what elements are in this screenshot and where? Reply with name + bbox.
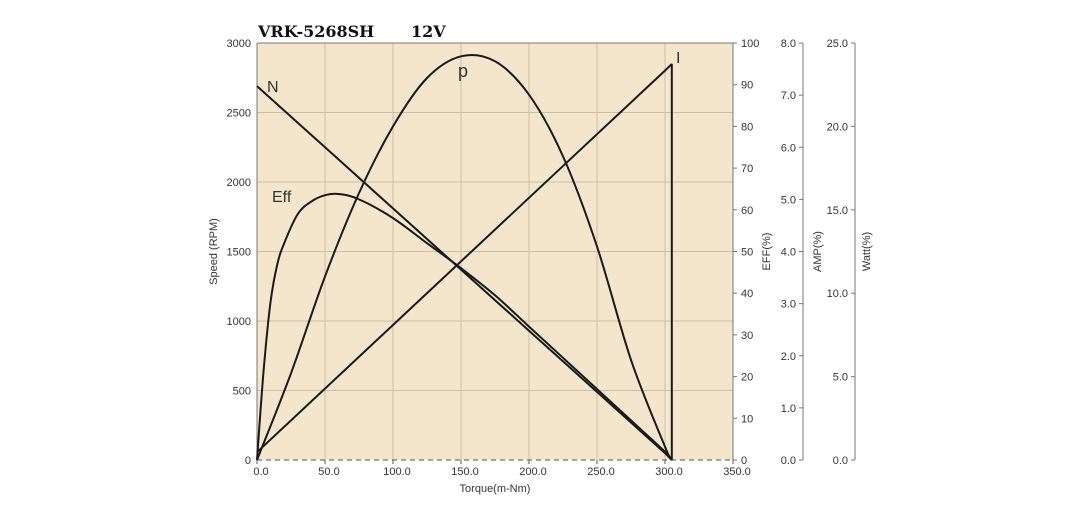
speed-tick-label: 2000 — [227, 177, 251, 189]
watt-tick-label: 10.0 — [827, 288, 848, 300]
amp-tick-label: 6.0 — [781, 142, 796, 154]
speed-tick-label: 2500 — [227, 108, 251, 120]
amp-axis-label: AMP(%) — [812, 231, 824, 272]
watt-tick-label: 20.0 — [827, 121, 848, 133]
x-tick-label: 200.0 — [519, 466, 547, 478]
eff-tick-label: 80 — [741, 121, 753, 133]
x-tick-label: 0.0 — [253, 466, 268, 478]
series-n-label: N — [267, 79, 279, 96]
x-tick-label: 150.0 — [451, 466, 479, 478]
chart-title-voltage: 12V — [411, 22, 446, 41]
speed-tick-label: 1000 — [227, 316, 251, 328]
amp-tick-label: 3.0 — [781, 299, 796, 311]
series-eff-label: Eff — [272, 189, 292, 206]
series-p-curve — [256, 54, 673, 461]
series-eff-curve — [256, 192, 673, 461]
watt-tick-label: 0.0 — [833, 455, 848, 467]
speed-axis-label: Speed (RPM) — [208, 218, 220, 285]
series-p-label: p — [458, 61, 468, 81]
eff-tick-label: 50 — [741, 247, 753, 259]
series-i-label: I — [676, 50, 680, 67]
eff-tick-label: 40 — [741, 288, 753, 300]
amp-tick-label: 1.0 — [781, 403, 796, 415]
watt-axis-label: Watt(%) — [861, 232, 873, 271]
amp-tick-label: 7.0 — [781, 90, 796, 102]
x-tick-label: 50.0 — [318, 466, 339, 478]
speed-tick-label: 1500 — [227, 247, 251, 259]
watt-tick-label: 25.0 — [827, 38, 848, 50]
series-n-curve — [256, 85, 673, 461]
eff-tick-label: 0 — [741, 455, 747, 467]
speed-tick-label: 0 — [245, 455, 251, 467]
amp-tick-label: 8.0 — [781, 38, 796, 50]
amp-tick-label: 0.0 — [781, 455, 796, 467]
x-tick-label: 300.0 — [655, 466, 683, 478]
eff-tick-label: 70 — [741, 163, 753, 175]
watt-tick-label: 15.0 — [827, 205, 848, 217]
eff-tick-label: 20 — [741, 372, 753, 384]
eff-tick-label: 60 — [741, 205, 753, 217]
eff-tick-label: 90 — [741, 80, 753, 92]
x-axis-label: Torque(m-Nm) — [460, 483, 531, 495]
series-i-curve — [256, 63, 673, 453]
amp-tick-label: 2.0 — [781, 351, 796, 363]
eff-tick-label: 10 — [741, 413, 753, 425]
eff-axis-label: EFF(%) — [761, 233, 773, 271]
x-tick-label: 350.0 — [723, 466, 751, 478]
x-tick-label: 250.0 — [587, 466, 615, 478]
chart-title-model: VRK-5268SH — [258, 22, 375, 41]
x-tick-label: 100.0 — [383, 466, 411, 478]
speed-tick-label: 3000 — [227, 38, 251, 50]
eff-tick-label: 100 — [741, 38, 759, 50]
amp-tick-label: 4.0 — [781, 247, 796, 259]
watt-tick-label: 5.0 — [833, 372, 848, 384]
speed-tick-label: 500 — [233, 386, 251, 398]
amp-tick-label: 5.0 — [781, 194, 796, 206]
eff-tick-label: 30 — [741, 330, 753, 342]
